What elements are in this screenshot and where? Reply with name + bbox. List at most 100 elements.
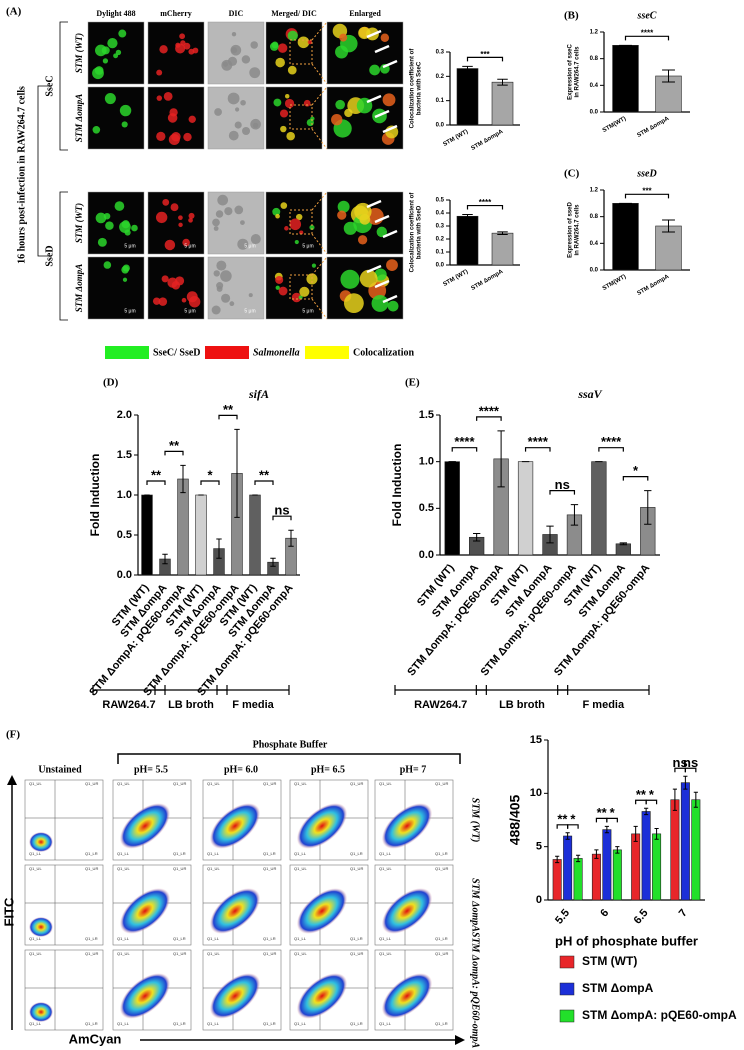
x-tick-label: 5.5 <box>553 907 572 926</box>
cell-signal <box>289 218 302 231</box>
quadrant-label: Q1_UL <box>29 781 42 786</box>
quadrant-label: Q1_LR <box>263 1021 276 1026</box>
zoom-line <box>311 233 328 255</box>
cell-signal <box>277 43 288 53</box>
bar <box>631 833 641 901</box>
quadrant-label: Q1_UL <box>379 951 392 956</box>
quadrant-label: Q1_UL <box>207 866 220 871</box>
quadrant-label: Q1_LL <box>207 1021 220 1026</box>
legend-swatch <box>205 346 249 359</box>
quadrant-label: Q1_UR <box>435 951 448 956</box>
y-tick-label: 0.1 <box>436 250 445 256</box>
cell-signal <box>229 301 235 307</box>
zoom-line <box>311 298 328 320</box>
arrow <box>374 214 390 224</box>
significance-label: ** <box>169 438 180 453</box>
row-label: STM ΔompA <box>74 264 84 312</box>
x-tick-label: STM ΔompA <box>470 129 504 152</box>
bar <box>652 833 662 901</box>
scale-bar-label: 5 μm <box>124 243 135 249</box>
cell-signal <box>178 215 183 221</box>
cell-signal <box>335 45 349 59</box>
cell-signal <box>215 210 224 218</box>
y-tick-label: 0.8 <box>590 214 599 220</box>
bar <box>612 45 639 113</box>
quadrant-label: Q1_UR <box>85 866 98 871</box>
error-bar <box>644 807 649 816</box>
legend-swatch <box>559 955 575 969</box>
cell-signal <box>121 121 128 128</box>
significance-label: **** <box>601 434 622 449</box>
quadrant-label: Q1_UL <box>379 866 392 871</box>
condition-label: pH= 5.5 <box>134 764 168 775</box>
y-tick-label: 0.8 <box>590 56 599 62</box>
error-bar <box>575 854 581 863</box>
y-tick-label: 0.4 <box>590 241 599 247</box>
error-bar <box>565 832 570 840</box>
population <box>209 888 261 934</box>
quadrant-label: Q1_UR <box>263 866 276 871</box>
cell-signal <box>102 58 109 64</box>
column-header: mCherry <box>160 9 192 18</box>
arrow <box>366 264 382 274</box>
cell-signal <box>376 226 388 238</box>
cell-signal <box>241 55 251 64</box>
y-tick-label: 0.4 <box>436 211 445 217</box>
cell-signal <box>311 263 317 268</box>
chart-title: ssaV <box>577 387 602 401</box>
cell-signal <box>284 94 290 99</box>
cell-signal <box>335 99 345 110</box>
bar <box>195 494 207 576</box>
cell-signal <box>182 238 190 247</box>
chart-title: sifA <box>248 387 269 401</box>
x-tick-label: STM (WT) <box>442 129 469 148</box>
cell-signal <box>235 107 240 112</box>
legend-label: SseC/ SseD <box>153 347 201 358</box>
cell-signal <box>248 293 253 298</box>
significance-bracket <box>645 799 658 805</box>
cell-signal <box>122 264 130 272</box>
cell-signal <box>155 211 168 224</box>
bar <box>491 232 514 266</box>
zoom-box <box>289 39 313 65</box>
cell-signal <box>167 277 178 288</box>
quadrant-label: Q1_LR <box>85 851 98 856</box>
group-label: F media <box>583 699 625 711</box>
cell-signal <box>298 295 303 300</box>
significance-bracket <box>476 416 502 421</box>
cell-signal <box>152 297 161 305</box>
scale-bar-label: 5 μm <box>244 243 255 249</box>
cell-signal <box>97 237 107 247</box>
significance-label: *** <box>642 187 652 196</box>
condition-label: pH= 6.0 <box>224 764 258 775</box>
cell-signal <box>296 213 303 221</box>
significance-bracket <box>146 480 166 485</box>
arrow <box>366 94 382 104</box>
cell-signal <box>307 40 312 45</box>
significance-label: * <box>633 463 639 478</box>
cell-signal <box>359 213 371 225</box>
y-tick-label: 0.3 <box>436 50 445 56</box>
cell-signal <box>95 44 107 57</box>
significance-bracket <box>200 480 220 485</box>
significance-label: ** <box>636 787 647 802</box>
population <box>296 803 348 849</box>
cell-signal <box>181 297 187 303</box>
population <box>119 803 171 849</box>
quadrant-label: Q1_LL <box>207 936 220 941</box>
cell-signal <box>104 93 116 105</box>
y-axis-label: in RAW264.7 cells <box>575 204 581 256</box>
significance-label: ** <box>259 467 270 482</box>
y-tick-label: 0.2 <box>436 74 445 80</box>
panel-label: (E) <box>405 377 420 389</box>
group-bracket <box>59 191 68 321</box>
cell-signal <box>231 31 237 37</box>
zoom-box <box>289 104 313 130</box>
quadrant-label: Q1_LR <box>435 851 448 856</box>
y-tick-label: 0.0 <box>419 549 434 561</box>
zoom-line <box>311 128 328 150</box>
bar <box>612 203 639 271</box>
cell-signal <box>234 121 242 129</box>
condition-label: pH= 6.5 <box>311 764 345 775</box>
cell-signal <box>331 114 343 126</box>
